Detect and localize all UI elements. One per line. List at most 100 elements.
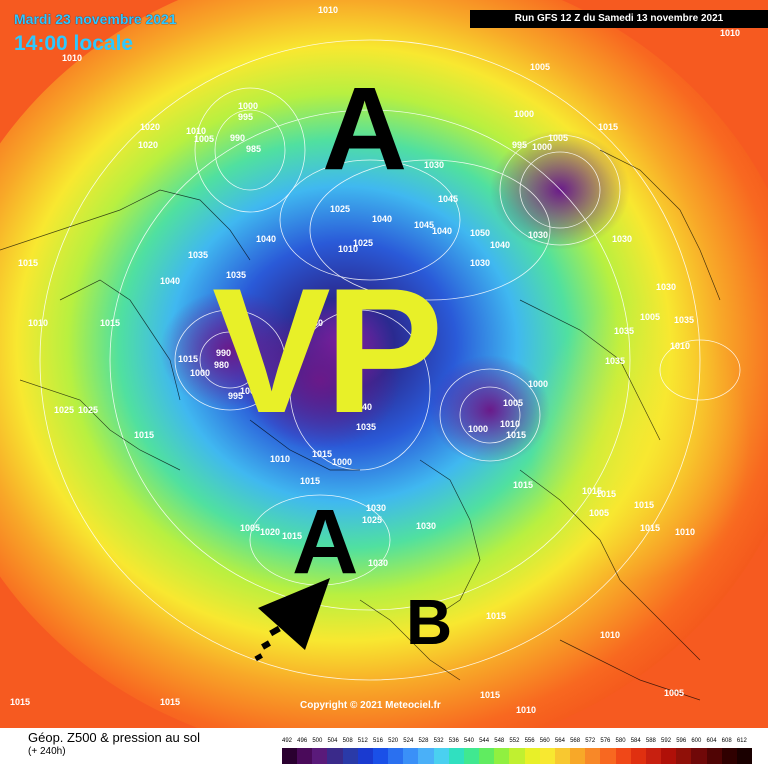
legend-tick-label: 576: [600, 738, 611, 744]
pressure-label: 1000: [332, 457, 353, 467]
anticyclone-label-north: A: [322, 63, 408, 195]
legend-bar: Géop. Z500 & pression au sol (+ 240h) 49…: [0, 728, 768, 768]
pressure-label: 1010: [600, 630, 621, 640]
pressure-label: 1015: [598, 122, 619, 132]
pressure-label: 1045: [414, 220, 435, 230]
legend-tick-label: 572: [585, 738, 596, 744]
map-field: [0, 0, 768, 728]
legend-tick-label: 528: [418, 738, 429, 744]
legend-tick-label: 524: [403, 738, 414, 744]
pressure-label: 1010: [186, 126, 207, 136]
legend-tick-label: 492: [282, 738, 293, 744]
pressure-label: 995: [228, 391, 244, 401]
pressure-label: 1010: [670, 341, 691, 351]
pressure-label: 1015: [596, 489, 617, 499]
pressure-label: 1040: [372, 214, 393, 224]
pressure-label: 1015: [134, 430, 155, 440]
forecast-date: Mardi 23 novembre 2021: [14, 11, 177, 27]
legend-tick-label: 564: [554, 738, 565, 744]
pressure-label: 1000: [514, 109, 535, 119]
pressure-label: 1005: [240, 523, 261, 533]
legend-tick-label: 508: [342, 738, 353, 744]
legend-tick-label: 512: [357, 738, 368, 744]
legend-tick-label: 580: [615, 738, 626, 744]
legend-tick-label: 500: [312, 738, 323, 744]
pressure-label: 1040: [256, 234, 277, 244]
legend-color-cell: [736, 748, 753, 764]
pressure-label: 1040: [160, 276, 181, 286]
pressure-label: 1005: [548, 133, 569, 143]
legend-tick-label: 560: [539, 738, 550, 744]
legend-color-cell: [706, 748, 723, 764]
legend-color-cell: [357, 748, 374, 764]
legend-color-cell: [585, 748, 601, 764]
pressure-label: 1020: [138, 140, 159, 150]
pressure-label: 1010: [516, 705, 537, 715]
pressure-label: 1010: [270, 454, 291, 464]
legend-tick-label: 520: [388, 738, 399, 744]
pressure-label: 1005: [503, 398, 524, 408]
pressure-label: 1025: [54, 405, 75, 415]
pressure-label: 1015: [282, 531, 303, 541]
pressure-label: 1025: [362, 515, 383, 525]
legend-subtitle: (+ 240h): [28, 746, 66, 757]
legend-color-cell: [433, 748, 450, 764]
pressure-label: 1000: [528, 379, 549, 389]
coastlines: [0, 149, 721, 701]
pressure-label: 1020: [140, 122, 161, 132]
pressure-label: 1005: [194, 134, 215, 144]
legend-tick-label: 592: [661, 738, 672, 744]
legend-color-cell: [312, 748, 328, 764]
legend-color-cell: [615, 748, 632, 764]
legend-color-cell: [403, 748, 419, 764]
pressure-label: 1000: [238, 101, 259, 111]
legend-color-cell: [448, 748, 465, 764]
pressure-label: 1010: [338, 244, 359, 254]
polar-vortex-label: VP: [212, 251, 443, 450]
pressure-label: 1010: [28, 318, 49, 328]
pressure-label: 1035: [674, 315, 695, 325]
pressure-label: 1025: [330, 204, 351, 214]
legend-tick-label: 608: [721, 738, 732, 744]
pressure-label: 1030: [368, 558, 389, 568]
legend-tick-label: 536: [448, 738, 459, 744]
legend-tick-label: 568: [570, 738, 581, 744]
weather-map: Mardi 23 novembre 2021 14:00 locale Run …: [0, 0, 768, 728]
legend-color-cell: [661, 748, 677, 764]
pressure-label: 1010: [62, 53, 83, 63]
legend-color-cell: [676, 748, 692, 764]
legend-color-cell: [721, 748, 738, 764]
isobars: [39, 39, 741, 681]
copyright-text: Copyright © 2021 Meteociel.fr: [300, 700, 441, 711]
pressure-label: 1015: [300, 476, 321, 486]
pressure-label: 995: [512, 140, 528, 150]
pressure-label: 1000: [532, 142, 553, 152]
pressure-label: 1035: [356, 422, 377, 432]
legend-color-cell: [630, 748, 647, 764]
legend-color-cell: [600, 748, 617, 764]
pressure-label: 1005: [530, 62, 551, 72]
legend-tick-label: 552: [509, 738, 520, 744]
legend-tick-label: 556: [524, 738, 535, 744]
legend-tick-label: 532: [433, 738, 444, 744]
pressure-label: 1040: [490, 240, 511, 250]
pressure-label: 1030: [656, 282, 677, 292]
legend-tick-label: 612: [736, 738, 747, 744]
pressure-label: 1040: [352, 402, 373, 412]
legend-color-cell: [539, 748, 556, 764]
pressure-label: 1015: [10, 697, 31, 707]
pressure-label: 1015: [582, 486, 603, 496]
pressure-label: 1010: [318, 5, 339, 15]
pressure-label: 1035: [188, 250, 209, 260]
pressure-label: 1015: [640, 523, 661, 533]
legend-tick-label: 588: [645, 738, 656, 744]
legend-color-cell: [570, 748, 586, 764]
pressure-label: 1025: [78, 405, 99, 415]
pressure-label: 1050: [470, 228, 491, 238]
pressure-label: 1005: [664, 688, 685, 698]
pressure-label: 1040: [432, 226, 453, 236]
pressure-label: 1000: [240, 386, 261, 396]
depression-label: B: [406, 586, 453, 658]
legend-color-cell: [554, 748, 571, 764]
pressure-label: 1015: [18, 258, 39, 268]
